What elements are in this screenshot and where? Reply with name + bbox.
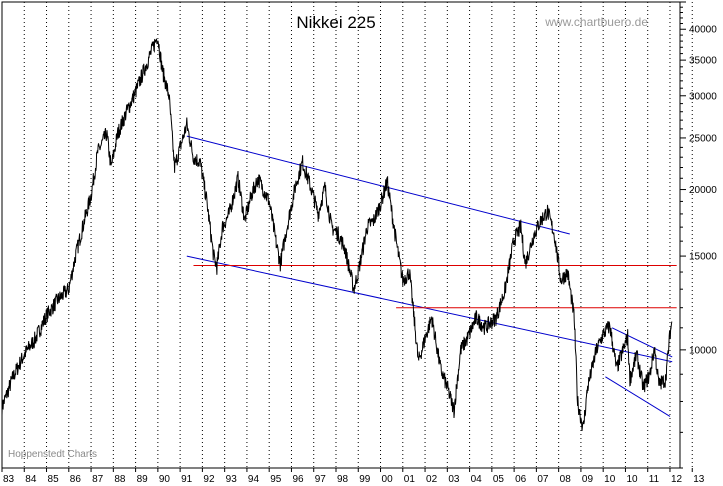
x-tick-label: 13 xyxy=(693,474,705,485)
x-tick-label: 03 xyxy=(448,474,460,485)
y-tick-label: 15000 xyxy=(689,252,717,263)
x-tick-label: 07 xyxy=(537,474,549,485)
x-tick-label: 12 xyxy=(671,474,683,485)
x-tick-label: 87 xyxy=(92,474,104,485)
x-tick-label: 11 xyxy=(649,474,660,485)
y-tick-label: 25000 xyxy=(689,133,717,144)
x-tick-label: 10 xyxy=(626,474,638,485)
x-tick-label: 99 xyxy=(359,474,371,485)
x-tick-label: 08 xyxy=(560,474,572,485)
x-tick-label: 05 xyxy=(493,474,505,485)
x-tick-label: 95 xyxy=(270,474,282,485)
trend-lines xyxy=(186,135,677,417)
trend-line xyxy=(186,135,570,235)
source-label: Hoppenstedt Charts xyxy=(8,449,97,460)
y-tick-label: 40000 xyxy=(689,25,717,36)
x-tick-label: 96 xyxy=(292,474,304,485)
chart-title: Nikkei 225 xyxy=(296,13,375,32)
plot-frame xyxy=(1,1,681,469)
x-tick-label: 88 xyxy=(114,474,126,485)
y-tick-label: 35000 xyxy=(689,56,717,67)
x-tick-label: 98 xyxy=(337,474,349,485)
x-tick-label: 94 xyxy=(248,474,260,485)
x-tick-label: 00 xyxy=(382,474,394,485)
trend-line xyxy=(605,376,671,417)
x-tick-label: 86 xyxy=(70,474,82,485)
x-tick-label: 92 xyxy=(203,474,215,485)
y-tick-label: 20000 xyxy=(689,185,717,196)
x-tick-label: 01 xyxy=(404,474,416,485)
series-layer xyxy=(1,38,673,431)
x-tick-label: 09 xyxy=(582,474,594,485)
watermark: www.chartbuero.de xyxy=(544,15,648,29)
x-tick-label: 85 xyxy=(48,474,60,485)
x-tick-label: 10 xyxy=(604,474,616,485)
x-tick-label: 02 xyxy=(426,474,438,485)
trend-line xyxy=(611,327,673,358)
price-line xyxy=(1,38,673,431)
y-axis: 10000 15000 20000 25000 30000 35000 40000 xyxy=(680,1,717,469)
x-tick-label: 97 xyxy=(315,474,327,485)
grid xyxy=(1,2,693,468)
x-tick-label: 90 xyxy=(159,474,171,485)
trend-line xyxy=(186,255,673,363)
x-axis: 83 84 85 86 87 88 89 90 91 92 93 94 95 96 97 98 99 00 01 02… xyxy=(1,468,705,485)
x-tick-label: 89 xyxy=(137,474,149,485)
x-tick-label: 04 xyxy=(471,474,483,485)
x-tick-label: 84 xyxy=(25,474,37,485)
y-tick-label: 10000 xyxy=(689,345,717,356)
x-tick-label: 91 xyxy=(181,474,193,485)
x-tick-label: 06 xyxy=(515,474,527,485)
x-tick-label: 83 xyxy=(3,474,15,485)
x-tick-label: 93 xyxy=(226,474,238,485)
y-tick-label: 30000 xyxy=(689,91,717,102)
